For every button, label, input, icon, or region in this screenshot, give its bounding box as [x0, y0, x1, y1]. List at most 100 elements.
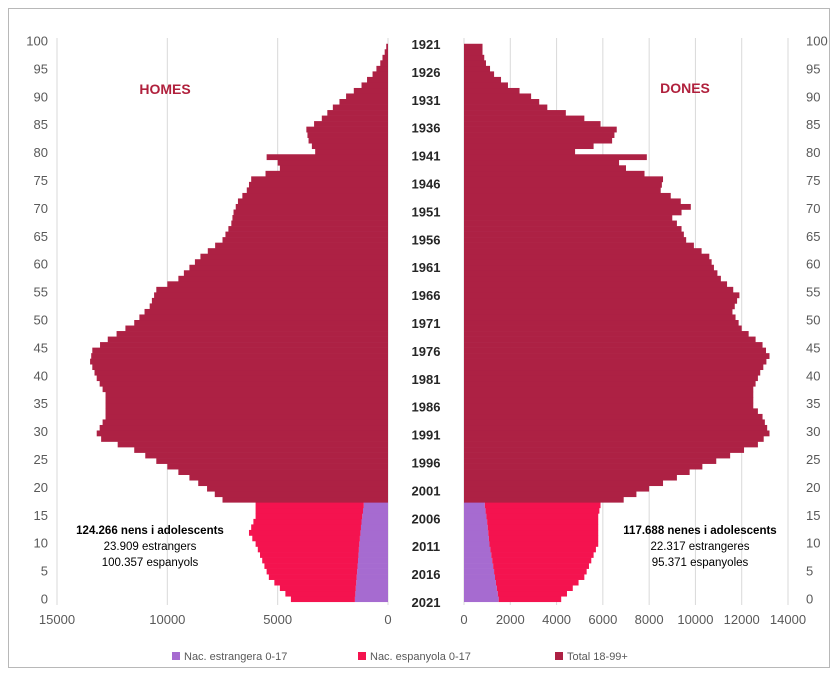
- birth-year-label: 1936: [412, 121, 441, 136]
- bar-female-total: [464, 364, 764, 371]
- bar-female-total: [464, 303, 735, 310]
- bar-female-total: [464, 496, 624, 503]
- bar-female-foreign: [464, 529, 489, 536]
- chart-frame: [8, 8, 830, 668]
- birth-year-label: 1991: [412, 428, 441, 443]
- y-tick-label-right: 100: [806, 34, 828, 49]
- bar-female-total: [464, 458, 717, 464]
- bar-female-total: [464, 441, 758, 448]
- y-tick-label-right: 90: [806, 89, 820, 104]
- bar-female-total: [464, 154, 647, 161]
- bar-female-total: [464, 87, 520, 94]
- bar-male-total: [311, 143, 388, 150]
- bar-female-total: [464, 253, 710, 260]
- bar-female-total: [464, 203, 691, 210]
- bar-male-total: [91, 353, 388, 359]
- y-tick-label-right: 20: [806, 480, 820, 495]
- female-annotation-total: 117.688 nenes i adolescents: [623, 525, 776, 537]
- birth-year-label: 2001: [412, 483, 441, 498]
- bar-male-foreign: [355, 585, 388, 592]
- bar-male-spanish: [264, 563, 358, 569]
- birth-year-label: 1961: [412, 260, 441, 275]
- bar-male-total: [116, 331, 388, 337]
- birth-year-label: 1946: [412, 177, 441, 192]
- birth-year-label: 1931: [412, 93, 441, 108]
- bar-female-foreign: [464, 546, 491, 553]
- bar-female-total: [464, 159, 620, 166]
- bar-male-total: [178, 275, 388, 282]
- bar-male-spanish: [255, 502, 364, 509]
- bar-female-total: [464, 447, 745, 453]
- bar-female-total: [464, 248, 702, 255]
- bar-male-total: [144, 308, 388, 315]
- bar-male-total: [233, 209, 388, 216]
- bar-male-total: [332, 104, 388, 111]
- bar-female-total: [464, 104, 548, 111]
- y-tick-label-left: 60: [34, 257, 48, 272]
- bar-female-foreign: [464, 579, 496, 586]
- x-tick-label-right: 6000: [588, 612, 617, 627]
- bar-male-spanish: [253, 518, 362, 525]
- bar-female-spanish: [495, 579, 579, 586]
- bar-male-foreign: [359, 540, 388, 547]
- bar-female-total: [464, 275, 721, 282]
- bar-female-total: [464, 93, 532, 100]
- birth-year-label: 2021: [412, 595, 441, 610]
- y-tick-label-right: 60: [806, 257, 820, 272]
- bar-female-total: [464, 308, 733, 315]
- bar-male-total: [248, 181, 388, 188]
- y-tick-label-left: 35: [34, 396, 48, 411]
- bar-male-total: [361, 82, 388, 89]
- bar-female-total: [464, 331, 749, 337]
- bar-female-total: [464, 110, 566, 116]
- bar-male-spanish: [260, 552, 359, 558]
- bar-female-total: [464, 281, 728, 288]
- bar-male-total: [306, 126, 388, 133]
- bar-male-total: [99, 424, 388, 431]
- y-tick-label-left: 25: [34, 452, 48, 467]
- bar-male-total: [156, 458, 388, 464]
- bar-male-foreign: [357, 557, 388, 564]
- bar-female-total: [464, 198, 681, 205]
- bar-male-total: [222, 496, 388, 503]
- bar-male-total: [321, 115, 388, 122]
- bar-male-spanish: [252, 535, 360, 542]
- bar-male-total: [277, 159, 388, 166]
- x-tick-label-right: 12000: [724, 612, 760, 627]
- y-tick-label-right: 85: [806, 117, 820, 132]
- bar-male-spanish: [255, 513, 363, 520]
- birth-year-label: 2016: [412, 567, 441, 582]
- bar-male-total: [207, 248, 388, 255]
- bar-female-total: [464, 347, 767, 354]
- bar-female-total: [464, 380, 756, 387]
- bar-female-spanish: [485, 507, 600, 514]
- y-tick-label-right: 80: [806, 145, 820, 160]
- x-tick-label-right: 8000: [635, 612, 664, 627]
- x-tick-label-left: 10000: [149, 612, 185, 627]
- bar-male-total: [134, 447, 388, 453]
- bar-male-spanish: [290, 596, 355, 603]
- bar-female-total: [464, 82, 508, 89]
- bar-male-total: [251, 176, 388, 183]
- bar-female-total: [464, 320, 739, 326]
- bar-male-total: [105, 397, 389, 404]
- bar-female-foreign: [464, 518, 488, 525]
- bar-female-spanish: [493, 563, 589, 569]
- y-tick-label-left: 10: [34, 536, 48, 551]
- bar-female-total: [464, 121, 601, 127]
- y-tick-label-right: 70: [806, 201, 820, 216]
- bar-female-total: [464, 413, 763, 420]
- bar-female-total: [464, 187, 661, 194]
- bar-male-total: [376, 65, 388, 72]
- birth-year-label: 1971: [412, 316, 441, 331]
- bar-female-total: [464, 49, 483, 56]
- y-tick-label-left: 65: [34, 229, 48, 244]
- birth-year-label: 1921: [412, 37, 441, 52]
- bar-female-total: [464, 148, 576, 155]
- bar-male-total: [225, 231, 388, 238]
- bar-female-total: [464, 430, 770, 437]
- bar-male-total: [231, 220, 388, 227]
- bar-male-total: [189, 264, 388, 271]
- bar-male-total: [117, 441, 388, 448]
- bar-male-total: [308, 137, 388, 144]
